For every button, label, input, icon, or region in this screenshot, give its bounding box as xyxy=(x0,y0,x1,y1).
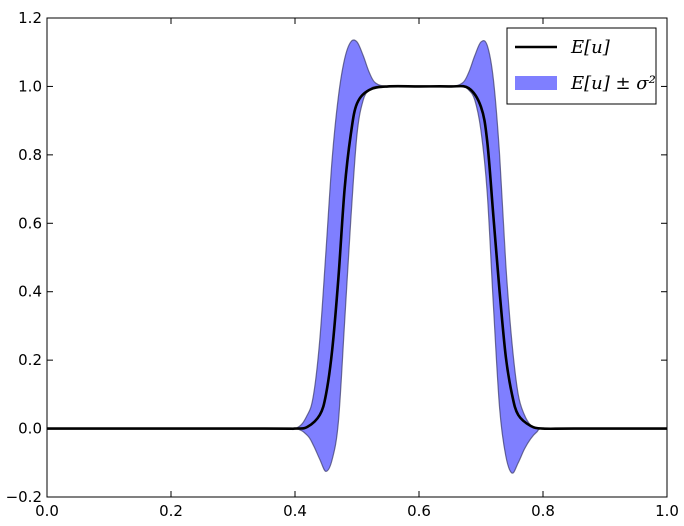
y-tick-label: 1.0 xyxy=(18,77,42,95)
legend-swatch-band xyxy=(515,76,557,90)
x-tick-label: 0.6 xyxy=(407,502,431,520)
y-tick-label: 0.4 xyxy=(18,283,42,301)
series-line-0 xyxy=(47,84,667,431)
x-tick-label: 0.8 xyxy=(531,502,555,520)
x-tick-label: 1.0 xyxy=(655,502,679,520)
x-tick-label: 0.0 xyxy=(35,502,59,520)
plot-area xyxy=(47,39,667,474)
x-tick-label: 0.4 xyxy=(283,502,307,520)
y-tick-label: −0.2 xyxy=(6,488,42,506)
plot-frame xyxy=(46,17,668,498)
y-tick-label: 0.6 xyxy=(18,214,42,232)
x-tick-label: 0.2 xyxy=(159,502,183,520)
legend-box xyxy=(506,27,657,105)
y-tick-label: 1.2 xyxy=(18,9,42,27)
y-tick-label: 0.8 xyxy=(18,146,42,164)
y-tick-label: 0.0 xyxy=(18,420,42,438)
legend-label: E[u] xyxy=(570,37,611,58)
axes: 0.0 0.2 0.4 0.6 0.8 1.0−0.20.00.20.40.60.81.0… xyxy=(6,9,679,520)
legend-label: E[u] ± σ² xyxy=(570,73,656,94)
y-tick-label: 0.2 xyxy=(18,351,42,369)
legend: E[u] E[u] ± σ² xyxy=(506,27,657,105)
